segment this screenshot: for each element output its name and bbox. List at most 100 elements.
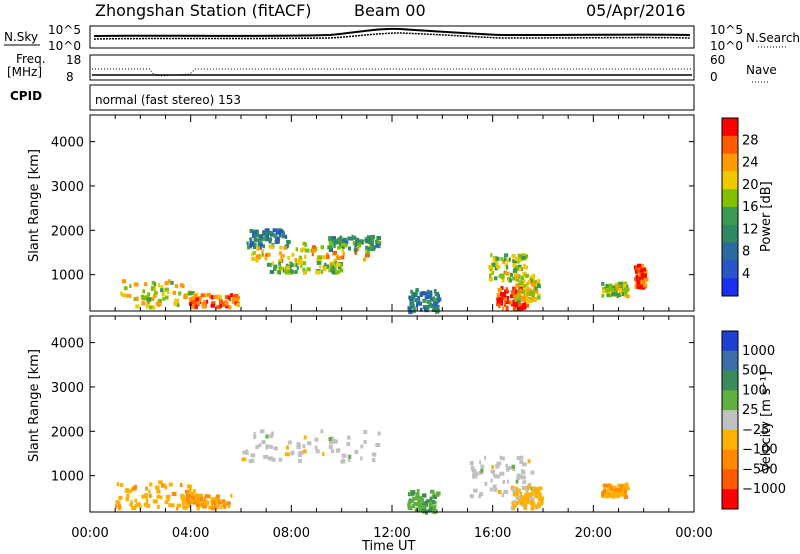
power-data-cell [221,301,225,306]
velocity-data-cell [185,493,191,498]
power-data-cell [206,299,209,304]
velocity-data-cell [470,465,475,470]
velocity-data-cell [416,489,420,493]
power-data-cell [288,269,293,274]
power-data-cell [167,290,170,295]
velocity-data-cell [496,464,499,469]
power-data-cell [188,291,192,296]
power-data-cell [488,264,493,269]
power-data-cell [636,281,642,285]
velocity-y-tick-label: 3000 [51,381,84,396]
power-data-cell [277,258,282,263]
power-data-cell [154,291,158,296]
velocity-data-cell [539,500,544,505]
power-data-cell [524,254,529,259]
velocity-data-cell [188,485,192,490]
power-data-cell [613,288,618,293]
velocity-data-cell [526,496,532,501]
cpid-label: CPID [10,89,42,103]
velocity-data-cell [188,489,192,494]
nsky-tick-bottom: 10^0 [48,39,81,53]
power-data-cell [316,258,320,262]
power-data-cell [411,292,415,297]
power-data-cell [330,263,334,268]
velocity-data-cell [118,495,123,500]
velocity-data-cell [287,440,292,445]
power-data-cell [198,296,202,301]
power-data-cell [257,242,262,247]
velocity-data-cell [508,466,512,470]
power-data-cell [161,291,165,296]
power-data-cell [335,240,339,245]
power-data-cell [530,278,533,283]
power-data-cell [279,251,282,256]
power-data-cell [509,300,513,305]
velocity-data-cell [184,505,188,510]
power-data-cell [155,301,159,306]
power-data-cell [430,297,434,302]
power-data-cell [254,242,257,247]
power-data-cell [601,281,605,286]
power-data-cell [283,246,287,250]
power-data-cell [331,266,335,271]
velocity-data-cell [537,497,540,502]
power-data-cell [179,283,184,288]
velocity-data-cell [521,462,527,467]
power-data-cell [183,295,188,299]
velocity-colorbar-tick: 500 [742,364,767,379]
power-data-cell [512,254,516,258]
power-data-cell [531,282,536,287]
velocity-data-cell [187,500,191,504]
velocity-data-cell [250,453,256,458]
velocity-data-cell [527,459,531,464]
velocity-data-cell [425,510,429,515]
power-data-cell [522,252,526,257]
velocity-data-cell [215,498,219,503]
velocity-data-cell [230,493,233,498]
velocity-data-cell [538,486,543,491]
velocity-colorbar-tick: −500 [742,462,778,477]
velocity-colorbar-label: Velocity [m s⁻¹] [759,371,774,472]
power-data-cell [357,243,362,248]
power-data-cell [415,288,419,293]
velocity-data-cell [622,486,625,491]
power-data-cell [351,234,354,239]
freq-panel-frame [89,54,695,81]
station-title: Zhongshan Station (fitACF) [95,1,312,20]
power-data-cell [429,302,433,307]
velocity-data-cell [335,448,340,453]
power-data-cell [505,287,508,292]
power-data-cell [642,267,647,272]
velocity-data-cell [156,489,161,494]
velocity-data-cell [127,489,132,494]
power-data-cell [276,236,280,241]
power-data-cell [152,305,156,310]
velocity-data-cell [314,437,319,442]
velocity-data-cell [176,503,182,508]
power-data-cell [256,246,259,251]
power-data-cell [536,279,541,284]
power-data-cell [415,303,418,308]
velocity-data-cell [516,476,521,481]
power-data-cell [409,297,413,302]
power-data-cell [354,243,357,248]
velocity-data-cell [516,500,519,505]
power-data-cell [518,267,522,272]
power-data-cell [625,287,630,292]
power-data-cell [490,269,493,274]
velocity-data-cell [168,482,173,487]
power-data-cell [336,255,340,259]
power-data-cell [496,299,501,304]
velocity-data-cell [531,504,535,509]
power-data-cell [512,263,516,268]
time-tick-label: 00:00 [71,526,108,541]
power-data-cell [193,294,197,298]
power-data-cell [217,294,221,299]
power-data-cell [420,307,423,312]
velocity-data-cell [473,488,478,493]
power-data-cell [301,247,306,252]
velocity-data-cell [431,499,435,504]
power-data-cell [518,264,522,269]
velocity-data-cell [618,488,622,493]
power-data-cell [621,292,625,297]
